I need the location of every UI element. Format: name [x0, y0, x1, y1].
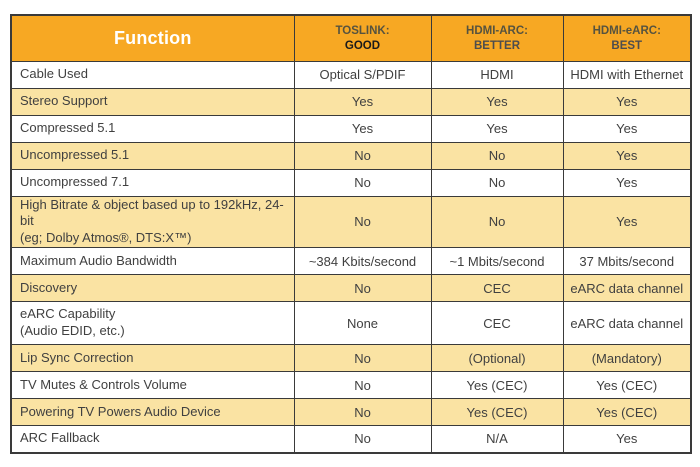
function-cell: Maximum Audio Bandwidth: [10, 247, 295, 276]
value-cell: eARC data channel: [562, 274, 692, 303]
value-cell: No: [293, 195, 432, 249]
value-cell: (Mandatory): [562, 344, 692, 373]
value-cell: No: [293, 398, 432, 427]
value-cell: N/A: [430, 425, 564, 454]
value-cell: Yes: [430, 114, 564, 143]
value-cell: Yes (CEC): [562, 398, 692, 427]
value-cell: Yes: [293, 114, 432, 143]
value-cell: Yes (CEC): [562, 371, 692, 400]
value-cell: Yes: [293, 87, 432, 116]
table-row-high-bitrate: High Bitrate & object based up to 192kHz…: [10, 195, 692, 249]
value-cell: No: [293, 141, 432, 170]
function-cell: High Bitrate & object based up to 192kHz…: [10, 195, 295, 249]
function-cell: Cable Used: [10, 60, 295, 89]
value-cell: No: [293, 425, 432, 454]
value-cell: HDMI: [430, 60, 564, 89]
value-cell: 37 Mbits/second: [562, 247, 692, 276]
table-row-cable-used: Cable Used Optical S/PDIF HDMI HDMI with…: [10, 60, 692, 89]
toslink-name: TOSLINK:: [335, 25, 390, 38]
hdmi-earc-rating: BEST: [611, 39, 643, 52]
column-header-hdmi-arc: HDMI-ARC: BETTER: [430, 14, 564, 62]
toslink-rating: GOOD: [344, 39, 381, 52]
value-cell: No: [430, 141, 564, 170]
table-row-stereo-support: Stereo Support Yes Yes Yes: [10, 87, 692, 116]
function-header: Function: [10, 14, 295, 62]
function-cell: TV Mutes & Controls Volume: [10, 371, 295, 400]
value-cell: Yes: [562, 114, 692, 143]
value-cell: Yes: [430, 87, 564, 116]
value-cell: ~384 Kbits/second: [293, 247, 432, 276]
table-row-powering-tv: Powering TV Powers Audio Device No Yes (…: [10, 398, 692, 427]
value-cell: Yes: [562, 425, 692, 454]
value-cell: No: [293, 344, 432, 373]
hdmi-arc-name: HDMI-ARC:: [466, 25, 528, 38]
column-header-hdmi-earc: HDMI-eARC: BEST: [562, 14, 692, 62]
value-cell: No: [293, 168, 432, 197]
value-cell: eARC data channel: [562, 301, 692, 346]
value-cell: Yes: [562, 87, 692, 116]
function-header-label: Function: [113, 27, 192, 48]
function-cell: Powering TV Powers Audio Device: [10, 398, 295, 427]
function-cell: Lip Sync Correction: [10, 344, 295, 373]
function-cell: ARC Fallback: [10, 425, 295, 454]
function-cell: Compressed 5.1: [10, 114, 295, 143]
function-cell: Uncompressed 5.1: [10, 141, 295, 170]
value-cell: No: [293, 274, 432, 303]
header-row: Function TOSLINK: GOOD HDMI-ARC: BETTER …: [10, 14, 692, 62]
value-cell: ~1 Mbits/second: [430, 247, 564, 276]
value-cell: No: [430, 168, 564, 197]
value-cell: (Optional): [430, 344, 564, 373]
value-cell: No: [293, 371, 432, 400]
function-cell: eARC Capability (Audio EDID, etc.): [10, 301, 295, 346]
value-cell: CEC: [430, 274, 564, 303]
value-cell: Yes: [562, 195, 692, 249]
value-cell: CEC: [430, 301, 564, 346]
table-row-compressed-51: Compressed 5.1 Yes Yes Yes: [10, 114, 692, 143]
value-cell: No: [430, 195, 564, 249]
table-row-tv-mutes: TV Mutes & Controls Volume No Yes (CEC) …: [10, 371, 692, 400]
hdmi-earc-name: HDMI-eARC:: [592, 25, 661, 38]
value-cell: HDMI with Ethernet: [562, 60, 692, 89]
function-cell: Discovery: [10, 274, 295, 303]
value-cell: Yes: [562, 168, 692, 197]
table-row-uncompressed-71: Uncompressed 7.1 No No Yes: [10, 168, 692, 197]
function-cell: Uncompressed 7.1: [10, 168, 295, 197]
function-cell: Stereo Support: [10, 87, 295, 116]
hdmi-arc-rating: BETTER: [474, 39, 520, 52]
value-cell: Optical S/PDIF: [293, 60, 432, 89]
value-cell: None: [293, 301, 432, 346]
table-row-uncompressed-51: Uncompressed 5.1 No No Yes: [10, 141, 692, 170]
table-row-lip-sync: Lip Sync Correction No (Optional) (Manda…: [10, 344, 692, 373]
column-header-toslink: TOSLINK: GOOD: [293, 14, 432, 62]
table-row-earc-capability: eARC Capability (Audio EDID, etc.) None …: [10, 301, 692, 346]
audio-comparison-table: Function TOSLINK: GOOD HDMI-ARC: BETTER …: [10, 14, 692, 454]
table-row-max-bandwidth: Maximum Audio Bandwidth ~384 Kbits/secon…: [10, 247, 692, 276]
table-row-arc-fallback: ARC Fallback No N/A Yes: [10, 425, 692, 454]
value-cell: Yes (CEC): [430, 398, 564, 427]
table-row-discovery: Discovery No CEC eARC data channel: [10, 274, 692, 303]
value-cell: Yes (CEC): [430, 371, 564, 400]
value-cell: Yes: [562, 141, 692, 170]
